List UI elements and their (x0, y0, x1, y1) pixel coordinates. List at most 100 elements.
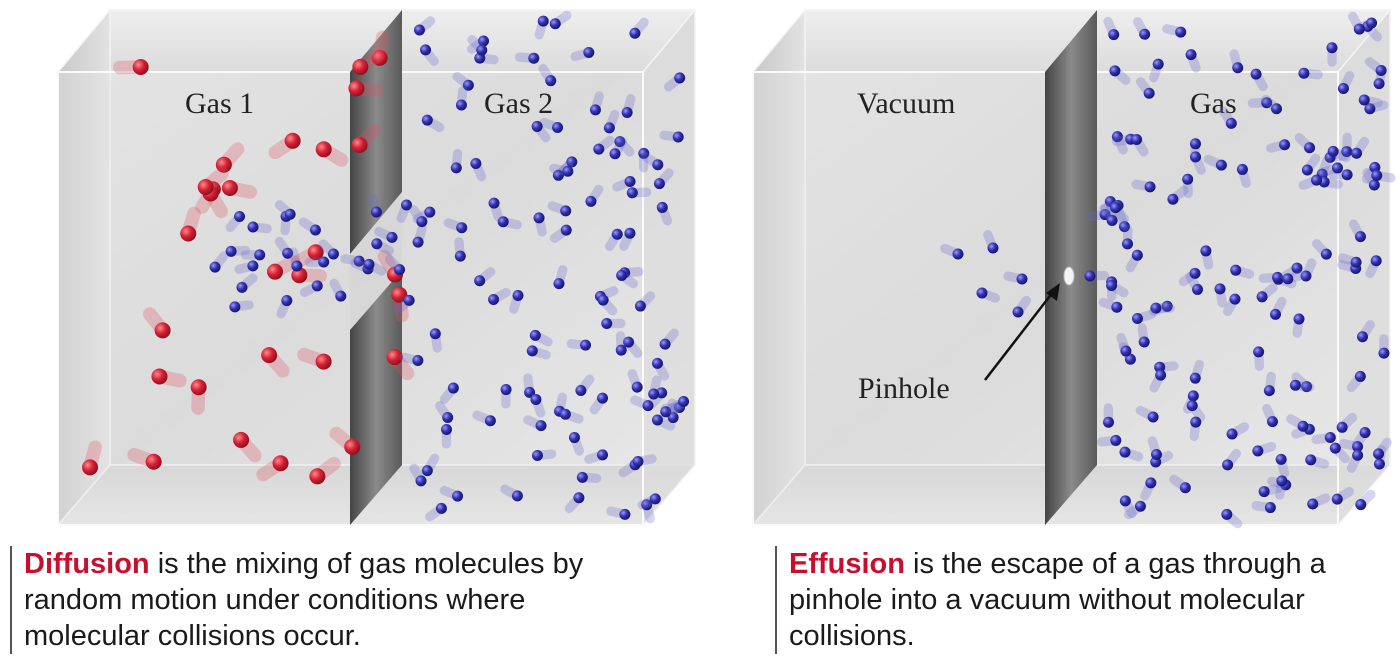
gas-molecule (1326, 42, 1338, 67)
pinhole-arrow-line (984, 291, 1054, 381)
escaped-molecule (1012, 295, 1032, 318)
gas2-molecule (659, 130, 684, 143)
gas2-molecule (593, 135, 615, 155)
gas-molecule (1289, 379, 1315, 392)
gas2-molecule (450, 148, 463, 174)
gas-molecule (1286, 414, 1309, 432)
gas2-molecule (435, 400, 454, 424)
gas2-molecule (274, 200, 296, 220)
gas2-molecule (234, 260, 259, 274)
gas1-molecules (82, 30, 415, 485)
gas2-molecule (564, 492, 585, 514)
gas-label: Gas (1190, 87, 1237, 120)
gas2-molecule (229, 300, 254, 313)
gas-molecule (1294, 133, 1316, 154)
gas-molecule (1133, 17, 1151, 40)
gas2-molecule (421, 114, 445, 133)
gas2-molecule (497, 216, 522, 230)
gas1-molecule (233, 431, 262, 463)
gas2-molecule (408, 205, 428, 228)
gas1-molecule (391, 286, 409, 323)
gas-molecule (1329, 442, 1350, 464)
gas2-molecule (616, 269, 639, 289)
gas1-molecule (151, 368, 187, 388)
gas-molecule (1222, 448, 1242, 471)
gas2-molecule (470, 158, 487, 182)
gas-molecule (1351, 136, 1370, 159)
gas2-molecule (641, 499, 655, 524)
gas-molecule (1258, 483, 1283, 498)
gas-molecule (1190, 151, 1206, 175)
gas-molecule (1135, 77, 1155, 99)
diffusion-container: Gas 1 Gas 2 (56, 7, 697, 528)
gas2-molecule (553, 265, 568, 290)
gas-molecule (1337, 253, 1362, 268)
gas-molecule (1185, 272, 1204, 295)
diffusion-definition: is the mixing of gas molecules by random… (24, 548, 584, 652)
gas1-molecule (351, 123, 381, 153)
gas2-molecule (467, 34, 488, 56)
gas2-molecule (225, 245, 251, 257)
partition-lower (350, 270, 402, 525)
gas2-molecule (659, 328, 679, 350)
gas-molecule (1103, 403, 1115, 428)
gas2-molecule (584, 449, 609, 464)
gas-molecule (1125, 249, 1143, 273)
gas-molecule (1331, 486, 1355, 505)
gas-molecule (1121, 224, 1133, 250)
gas1-molecule (180, 206, 201, 242)
gas-molecule (1311, 432, 1336, 445)
gas2-molecule (396, 199, 413, 223)
gas-molecule (1266, 139, 1291, 153)
gas2-molecule (648, 375, 662, 400)
gas-molecule (1258, 271, 1284, 284)
gas2-molecule (288, 247, 303, 272)
gas2-molecule (630, 395, 654, 412)
gas-molecule (1149, 369, 1167, 393)
pinhole (1063, 266, 1075, 286)
gas2-molecule (240, 249, 266, 261)
escaped-molecule (1003, 271, 1028, 285)
gas1-molecule (386, 349, 415, 381)
gas1-molecule (256, 455, 289, 482)
gas-molecule (1137, 323, 1150, 348)
gas-molecule (1378, 334, 1390, 359)
gas1-molecule (113, 58, 149, 75)
escaped-molecule (983, 229, 999, 254)
gas-molecule (1182, 173, 1194, 199)
gas2-molecule (443, 218, 468, 234)
gas2-molecule (668, 396, 690, 416)
box-back-face (109, 9, 696, 466)
gas2-molecule (568, 432, 585, 456)
gas-molecule (1327, 145, 1351, 163)
gas-molecule (1124, 500, 1146, 520)
gas2-molecule (612, 176, 636, 192)
gas2-molecule (441, 424, 453, 449)
gas-molecule (1319, 162, 1343, 177)
gas-molecule (1300, 258, 1317, 282)
gas-molecule (1119, 495, 1137, 519)
gas-molecule (1364, 57, 1387, 76)
gas-molecule (1185, 49, 1201, 73)
gas-molecule (1178, 267, 1201, 287)
gas2-molecule (236, 273, 258, 293)
gas2-molecule (615, 331, 627, 356)
gas2-molecule (393, 294, 415, 315)
gas1-molecule (352, 48, 385, 75)
gas2-molecule (585, 184, 604, 207)
gas2-molecule (623, 336, 643, 358)
gas2-molecule (371, 238, 395, 256)
gas2-molecule (531, 449, 557, 461)
gas2-molecule (318, 239, 339, 260)
gas-molecule (1365, 255, 1382, 279)
pinhole-label: Pinhole (858, 372, 950, 405)
gas2-molecule (606, 506, 631, 520)
gas-molecule (1169, 474, 1191, 494)
gas-molecule (1348, 11, 1365, 35)
gas2-molecule (653, 168, 674, 190)
gas2-molecule (570, 47, 595, 62)
gas-molecule (1337, 70, 1355, 95)
gas-molecule (1305, 454, 1330, 469)
effusion-term: Effusion (789, 548, 905, 580)
